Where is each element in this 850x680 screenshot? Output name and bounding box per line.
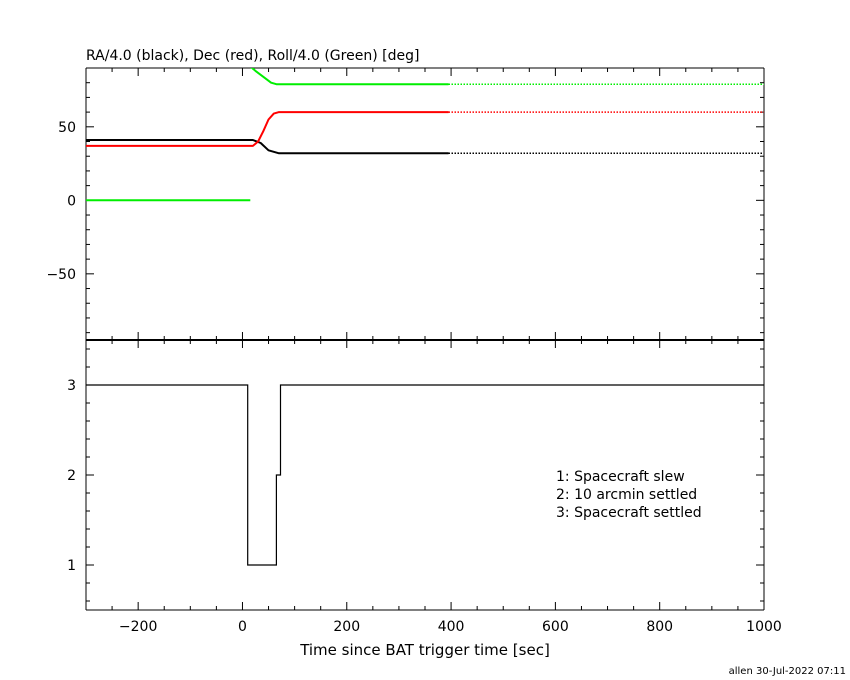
footer-stamp: allen 30-Jul-2022 07:11 — [729, 666, 846, 677]
legend-item-2: 2: 10 arcmin settled — [556, 487, 697, 503]
x-tick-label: 200 — [333, 619, 360, 635]
x-tick-label: 400 — [438, 619, 465, 635]
top-panel: −50 0 50 — [46, 67, 765, 341]
x-tick-label: 600 — [542, 619, 569, 635]
series-roll-line — [250, 68, 449, 86]
x-tick-label: −200 — [119, 619, 157, 635]
bottom-panel: −200 0 200 400 600 800 1000 1 2 3 — [67, 339, 782, 635]
series-dec-line — [86, 111, 449, 147]
legend-annotations: 1: Spacecraft slew 2: 10 arcmin settled … — [556, 469, 702, 521]
series-ra-line — [86, 139, 449, 155]
y-tick-label: −50 — [46, 267, 76, 283]
y-tick-label: 0 — [67, 193, 76, 209]
chart-title: RA/4.0 (black), Dec (red), Roll/4.0 (Gre… — [86, 48, 419, 64]
y-tick-label: 50 — [58, 120, 76, 136]
x-axis-label: Time since BAT trigger time [sec] — [299, 641, 550, 659]
y-tick-label: 2 — [67, 468, 76, 484]
status-step-line — [86, 384, 764, 566]
y-tick-label: 3 — [67, 378, 76, 394]
x-tick-label: 0 — [238, 619, 247, 635]
legend-item-1: 1: Spacecraft slew — [556, 469, 685, 485]
x-tick-label: 1000 — [746, 619, 782, 635]
legend-item-3: 3: Spacecraft settled — [556, 505, 702, 521]
x-tick-label: 800 — [646, 619, 673, 635]
y-tick-label: 1 — [67, 558, 76, 574]
